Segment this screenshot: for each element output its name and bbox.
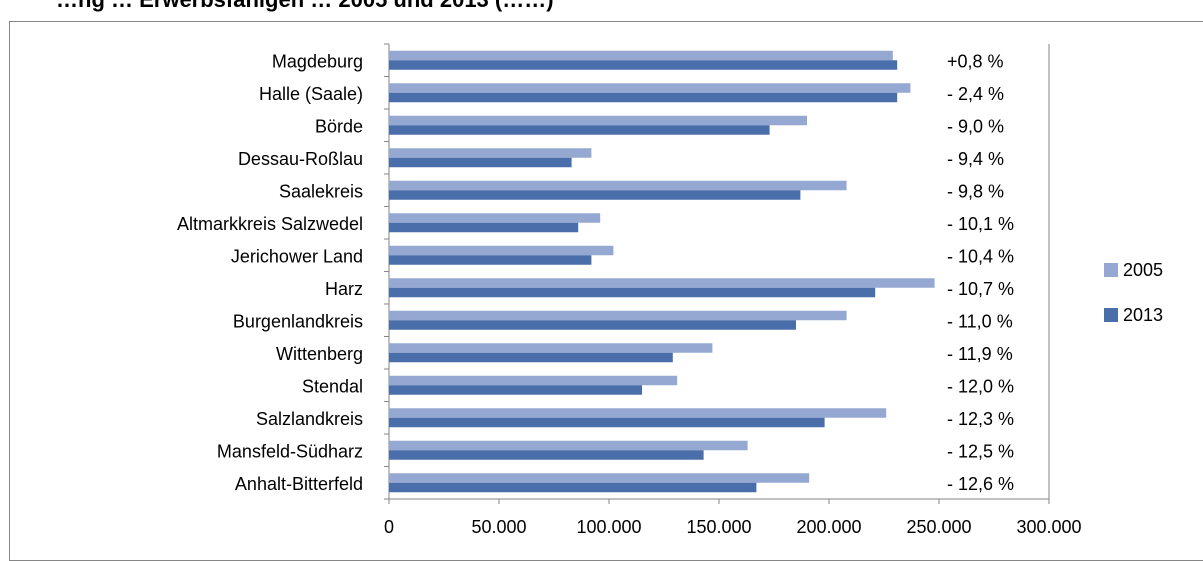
change-label: - 10,7 % (947, 279, 1014, 299)
bar-2005 (389, 245, 614, 256)
change-label: - 12,5 % (947, 441, 1014, 461)
change-label: - 12,6 % (947, 474, 1014, 494)
bar-2013 (389, 482, 757, 493)
x-tick-label: 100.000 (576, 517, 641, 537)
category-label: Halle (Saale) (259, 84, 363, 104)
bar-2005 (389, 473, 810, 483)
category-label: Burgenlandkreis (233, 311, 363, 331)
bar-2005 (389, 213, 601, 223)
category-label: Harz (325, 279, 363, 299)
bar-2013 (389, 222, 579, 233)
change-label: - 9,8 % (947, 181, 1004, 201)
change-label: - 12,0 % (947, 376, 1014, 396)
bar-2005 (389, 310, 847, 321)
change-label: - 12,3 % (947, 409, 1014, 429)
category-label: Magdeburg (272, 51, 363, 71)
bar-2013 (389, 190, 801, 200)
bar-2005 (389, 343, 713, 353)
change-label: - 11,9 % (947, 344, 1013, 364)
category-label: Mansfeld-Südharz (217, 441, 363, 461)
chart-title: …ng … Erwerbsfähigen … 2005 und 2013 (……… (0, 0, 1203, 15)
category-label: Jerichower Land (231, 246, 363, 266)
x-tick-label: 150.000 (686, 517, 751, 537)
bar-2013 (389, 450, 704, 460)
bar-2005 (389, 278, 935, 288)
category-label: Altmarkkreis Salzwedel (177, 214, 363, 234)
change-label: - 10,4 % (947, 246, 1014, 266)
bar-2005 (389, 180, 847, 191)
bar-2013 (389, 320, 796, 330)
x-tick-label: 0 (384, 517, 394, 537)
change-label: - 9,0 % (947, 116, 1004, 136)
category-label: Dessau-Roßlau (238, 149, 363, 169)
category-label: Saalekreis (279, 181, 363, 201)
change-label: - 9,4 % (947, 149, 1004, 169)
x-tick-label: 300.000 (1016, 517, 1081, 537)
bar-2013 (389, 385, 642, 395)
x-tick-label: 200.000 (796, 517, 861, 537)
legend-label: 2013 (1123, 305, 1163, 325)
bar-2005 (389, 83, 911, 93)
change-label: - 11,0 % (947, 311, 1013, 331)
change-label: - 2,4 % (947, 84, 1004, 104)
category-label: Stendal (302, 376, 363, 396)
bar-2005 (389, 50, 893, 61)
bar-2013 (389, 417, 825, 428)
category-label: Börde (315, 116, 363, 136)
bar-2013 (389, 352, 673, 363)
bar-2005 (389, 375, 678, 386)
x-tick-label: 250.000 (906, 517, 971, 537)
x-tick-label: 50.000 (471, 517, 526, 537)
bar-2005 (389, 408, 887, 418)
bar-2005 (389, 148, 592, 158)
chart-area: 0 50.000 100.000 150.000 200.000 250.000 300.0… (9, 21, 1203, 561)
change-label: - 10,1 % (947, 214, 1014, 234)
bar-2005 (389, 115, 807, 126)
bar-2013 (389, 125, 770, 135)
category-label: Anhalt-Bitterfeld (235, 474, 363, 494)
bar-2013 (389, 157, 572, 168)
bar-2005 (389, 440, 748, 451)
change-label: +0,8 % (947, 51, 1004, 71)
bar-2013 (389, 287, 876, 298)
bar-2013 (389, 255, 592, 265)
bar-2013 (389, 60, 898, 70)
legend-swatch-2005 (1104, 263, 1118, 277)
legend-swatch-2013 (1104, 308, 1118, 322)
category-label: Salzlandkreis (256, 409, 363, 429)
legend-label: 2005 (1123, 260, 1163, 280)
bar-chart: 0 50.000 100.000 150.000 200.000 250.000 300.0… (177, 43, 1163, 537)
category-label: Wittenberg (276, 344, 363, 364)
bar-2013 (389, 92, 898, 103)
